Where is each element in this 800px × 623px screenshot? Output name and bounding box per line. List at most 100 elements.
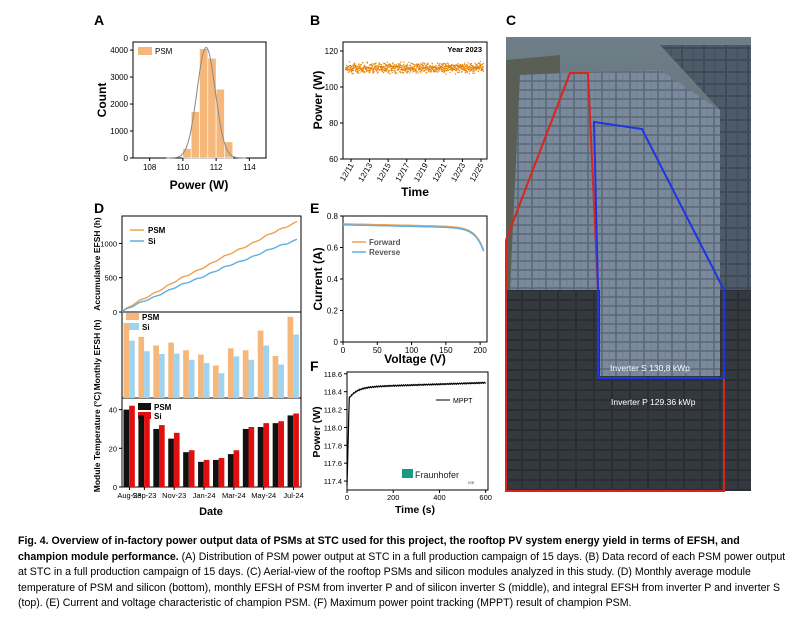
- chart-b-point: [375, 68, 377, 70]
- chart-b-point: [466, 64, 468, 66]
- chart-b-point: [458, 71, 460, 73]
- chart-b-point: [429, 69, 431, 71]
- chart-b-point: [447, 67, 449, 69]
- chart-b-point: [376, 67, 378, 69]
- chart-b-point: [381, 68, 383, 71]
- photo-modules-right: [660, 45, 751, 290]
- chart-b-point: [426, 63, 428, 65]
- chart-b-point: [409, 72, 411, 74]
- chart-b-point: [478, 65, 480, 68]
- legend-psm-label: PSM: [148, 226, 166, 235]
- chart-b-point: [431, 66, 433, 69]
- chart-b-point: [345, 67, 347, 69]
- chart-b-point: [380, 64, 383, 66]
- chart-d-xtick-5: May-24: [251, 491, 276, 500]
- chart-b-point: [456, 69, 458, 72]
- chart-b-point: [385, 67, 387, 70]
- chart-d-top-line-0: [121, 220, 298, 313]
- chart-e-curve-0: [343, 223, 485, 251]
- chart-b-point: [444, 67, 446, 70]
- chart-b-point: [435, 67, 438, 69]
- chart-b-point: [472, 65, 474, 67]
- chart-b-point: [392, 62, 394, 64]
- chart-b-point: [431, 67, 433, 69]
- chart-b-point: [352, 67, 355, 70]
- chart-b-point: [440, 69, 442, 71]
- chart-b-point: [480, 65, 482, 67]
- chart-b-point: [477, 66, 480, 68]
- chart-b-point: [422, 67, 425, 69]
- chart-b-point: [400, 69, 402, 71]
- chart-b-point: [433, 69, 435, 71]
- chart-b-point: [440, 70, 443, 72]
- chart-b-point: [453, 66, 456, 68]
- chart-b-point: [366, 62, 368, 64]
- chart-b-point: [454, 73, 456, 75]
- chart-b-point: [359, 65, 361, 67]
- chart-b-point: [414, 65, 416, 67]
- chart-d-bot-bar-si-3: [173, 432, 180, 487]
- chart-b-ytick-2: 100: [325, 83, 339, 92]
- chart-b-point: [448, 64, 450, 67]
- chart-b-point: [409, 64, 411, 67]
- chart-b-point: [360, 64, 362, 66]
- chart-f-ylabel: Power (W): [311, 406, 323, 457]
- chart-e-ytick-2: 0.4: [327, 275, 339, 284]
- chart-b-point: [405, 66, 407, 68]
- chart-b-point: [471, 69, 473, 71]
- chart-b-point: [423, 69, 425, 72]
- chart-b-point: [444, 70, 446, 72]
- chart-b-point: [451, 68, 453, 70]
- chart-d-bot-bar-psm-2: [153, 428, 159, 487]
- chart-b-point: [407, 66, 409, 69]
- chart-b-point: [445, 70, 447, 72]
- chart-b-point: [405, 69, 407, 71]
- chart-b-point: [375, 66, 378, 68]
- chart-b-point: [364, 71, 366, 74]
- chart-b-point: [441, 65, 443, 67]
- chart-b-point: [460, 67, 462, 69]
- chart-b-point: [414, 69, 417, 71]
- chart-b-point: [440, 67, 442, 69]
- chart-d-top-line-1: [121, 238, 298, 313]
- chart-b-point: [411, 68, 413, 70]
- chart-b-point: [390, 67, 393, 69]
- chart-d-bot-ytick-1: 20: [109, 444, 117, 453]
- chart-b-point: [441, 67, 443, 69]
- chart-b-point: [376, 64, 378, 67]
- chart-b-point: [352, 66, 354, 68]
- chart-b-point: [471, 65, 474, 67]
- chart-b-point: [358, 72, 360, 74]
- chart-b-point: [441, 66, 443, 69]
- chart-d-bot-ytick-2: 40: [109, 406, 117, 415]
- chart-b-point: [363, 67, 365, 69]
- chart-b-point: [366, 66, 368, 69]
- chart-b-point: [350, 65, 353, 67]
- chart-b-point: [390, 66, 392, 68]
- chart-d-bot-bar-si-6: [218, 457, 225, 487]
- chart-b-point: [421, 67, 424, 69]
- chart-b-point: [349, 67, 351, 69]
- chart-b-point: [391, 69, 393, 71]
- chart-b-point: [415, 69, 418, 71]
- chart-b-point: [397, 65, 399, 67]
- chart-b-point: [476, 65, 478, 67]
- chart-b-point: [411, 63, 414, 65]
- chart-b-point: [361, 70, 364, 72]
- chart-d-top-ytick-1: 500: [104, 274, 117, 283]
- chart-b-point: [472, 67, 475, 70]
- chart-b-point: [380, 66, 382, 68]
- chart-b-point: [479, 64, 482, 66]
- caption-lead: Fig. 4. Overview of in-factory power out…: [18, 535, 740, 563]
- chart-b-ylabel: Power (W): [311, 71, 325, 130]
- chart-b-point: [421, 66, 423, 68]
- chart-b-point: [419, 68, 421, 70]
- chart-b-point: [454, 66, 456, 69]
- chart-b-point: [429, 67, 431, 69]
- chart-b-point: [430, 66, 432, 68]
- chart-b-point: [397, 67, 399, 69]
- chart-b-point: [360, 71, 362, 73]
- chart-b-point: [442, 67, 445, 69]
- chart-f-ytick-4: 118.2: [324, 406, 342, 415]
- chart-b-point: [423, 70, 425, 72]
